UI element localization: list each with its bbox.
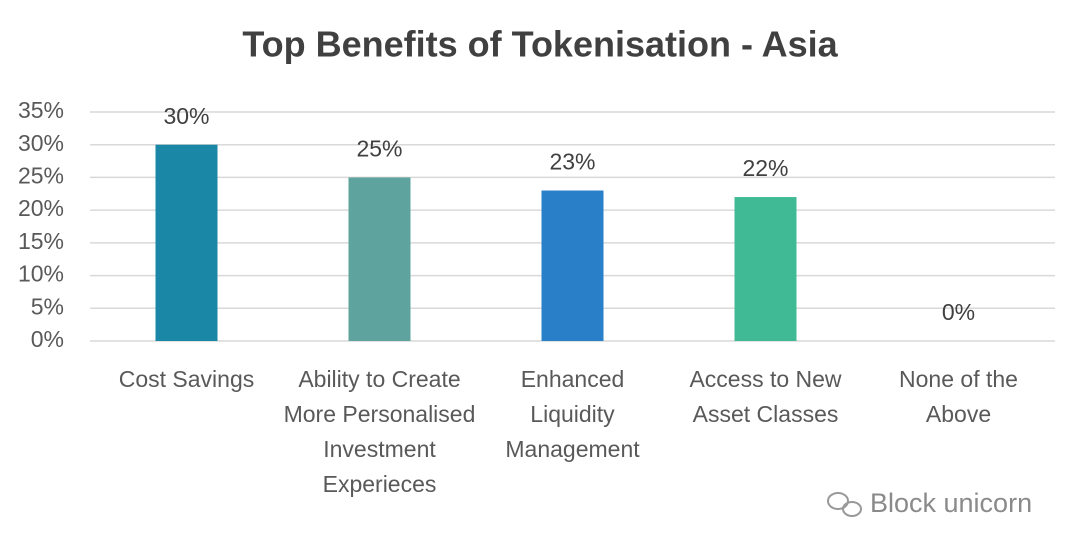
y-tick-label: 20% (18, 195, 64, 221)
y-tick-label: 30% (18, 130, 64, 156)
x-tick-label: None of the Above (899, 366, 1018, 427)
y-tick-label: 25% (18, 163, 64, 189)
bar (348, 177, 411, 341)
watermark-icon (827, 492, 862, 517)
x-tick-label: Access to New Asset Classes (689, 366, 842, 427)
y-tick-label: 35% (18, 97, 64, 123)
watermark: Block unicorn (870, 488, 1032, 518)
x-tick-label: Enhanced Liquidity Management (505, 366, 640, 462)
chart-title: Top Benefits of Tokenisation - Asia (242, 24, 838, 65)
y-tick-label: 10% (18, 261, 64, 287)
value-label: 22% (742, 155, 788, 181)
value-label: 30% (163, 103, 209, 129)
value-label: 25% (356, 136, 402, 162)
bar (541, 190, 604, 341)
y-tick-label: 5% (31, 293, 64, 319)
bar (155, 144, 218, 341)
x-tick-label: Ability to Create More Personalised Inve… (283, 366, 476, 497)
y-tick-label: 15% (18, 228, 64, 254)
y-tick-label: 0% (31, 326, 64, 352)
value-label: 0% (942, 299, 975, 325)
bar (734, 197, 797, 341)
value-label: 23% (549, 149, 595, 175)
x-tick-label: Cost Savings (118, 366, 255, 392)
